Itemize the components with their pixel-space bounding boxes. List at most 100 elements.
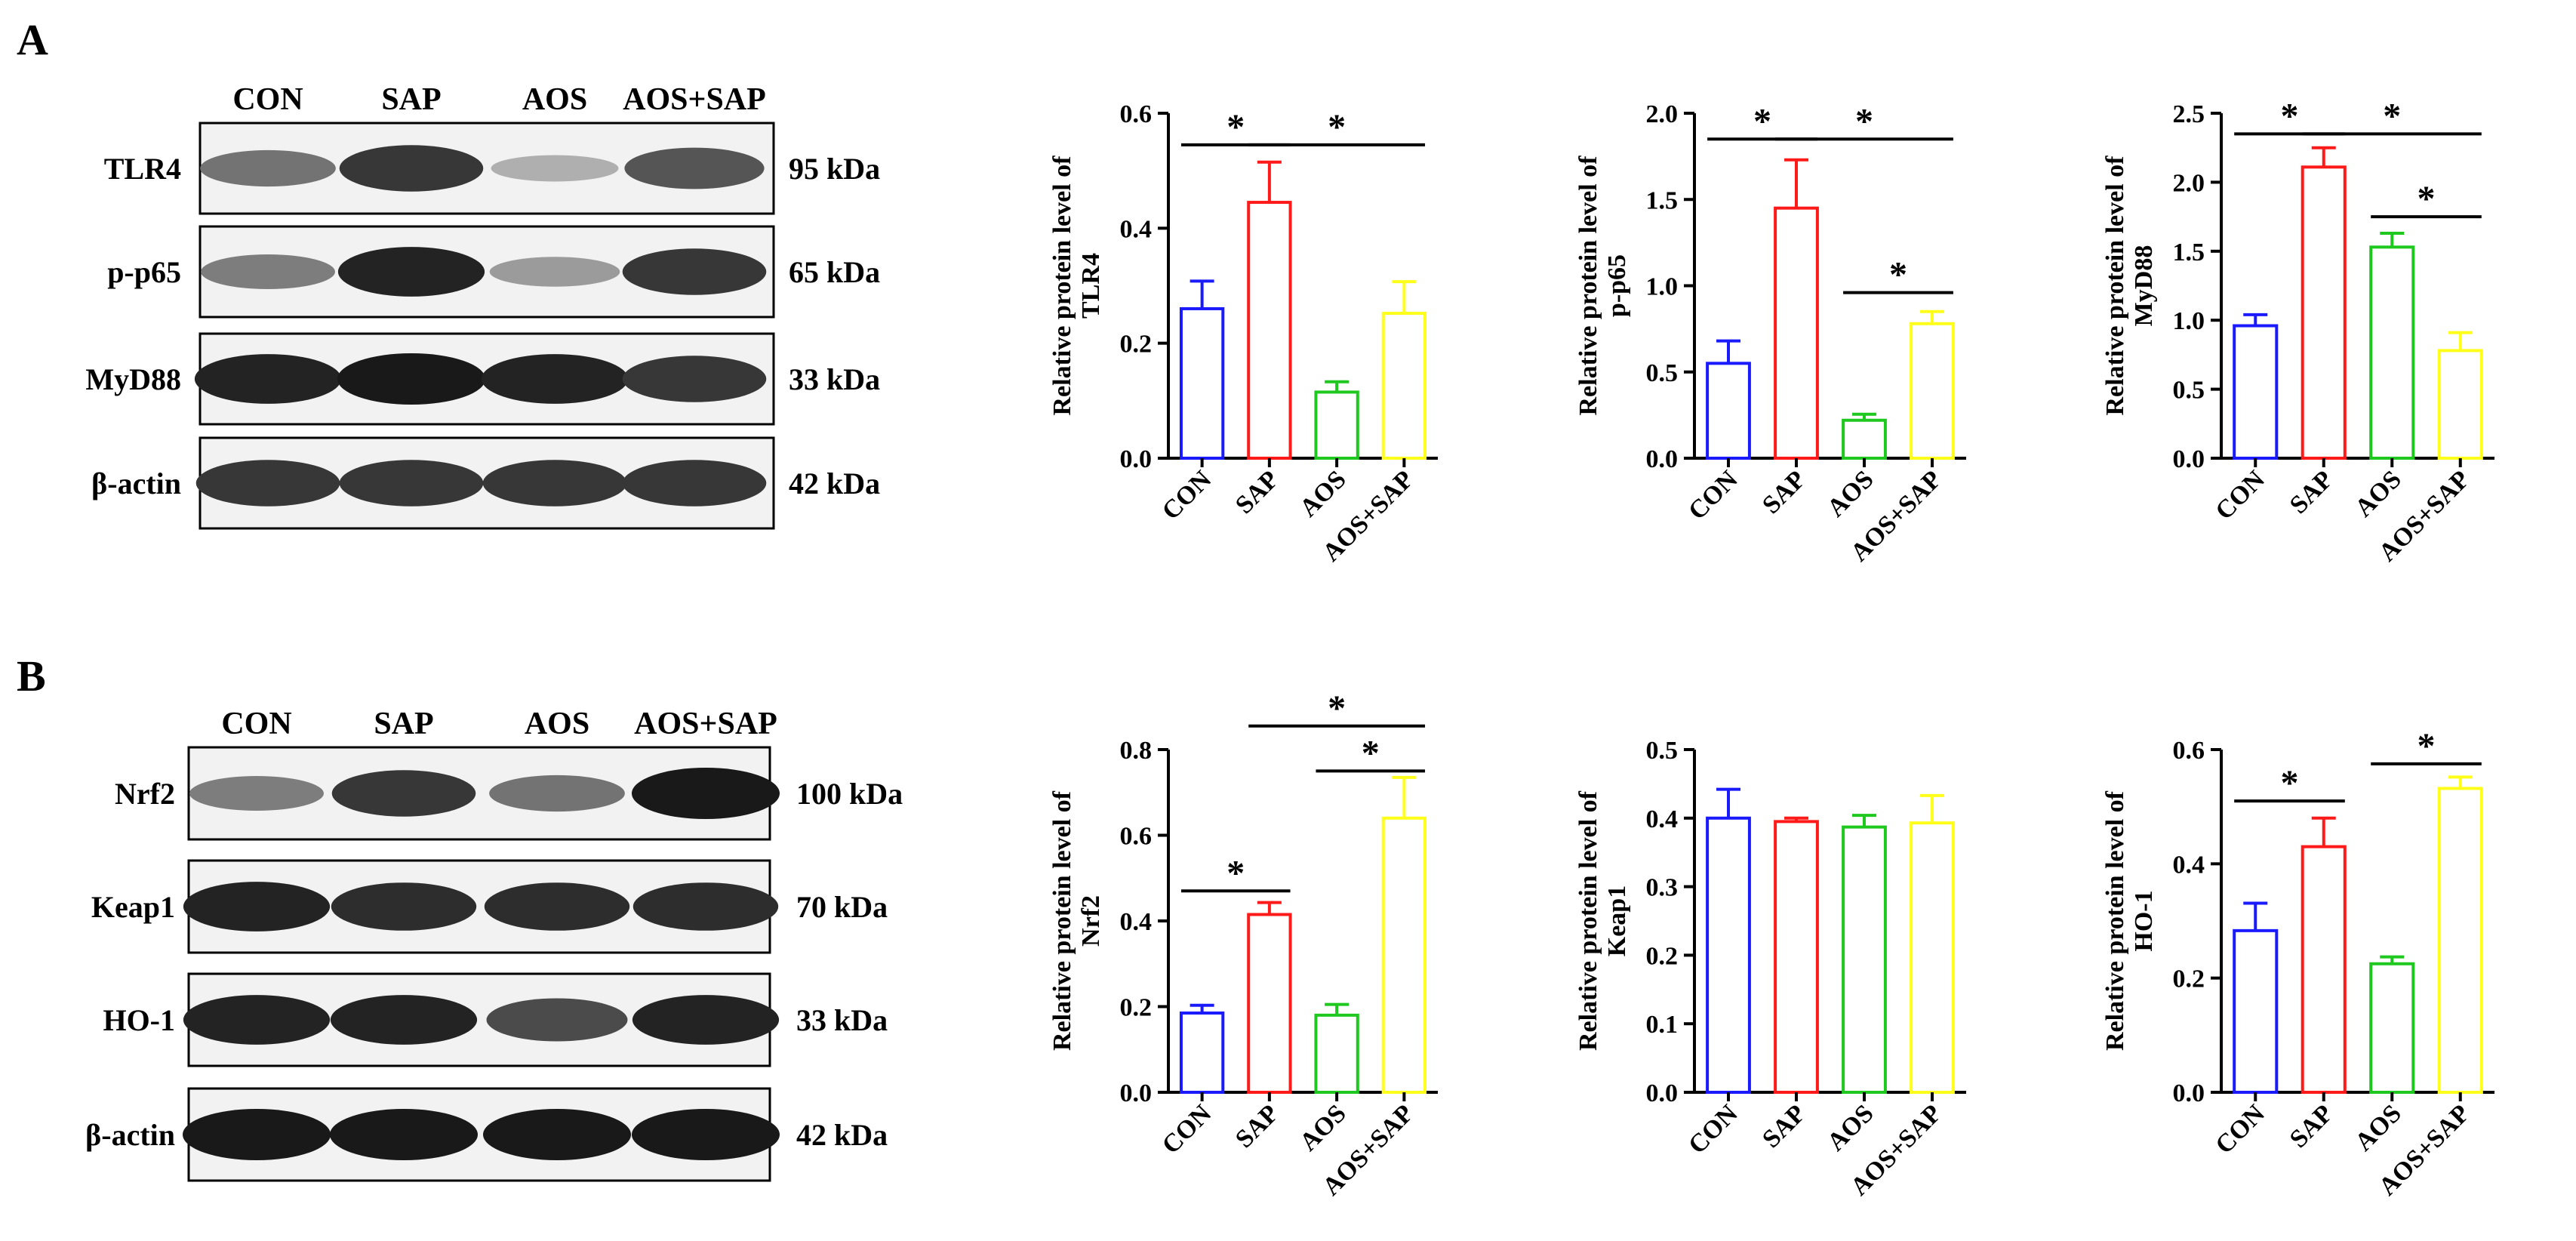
bar [2369,245,2415,460]
lane-label-aos-sap: AOS+SAP [634,707,777,741]
lane-label-aos-sap: AOS+SAP [623,82,766,117]
significance-star: * [2418,726,2436,766]
lane-label-sap: SAP [374,707,433,741]
blot-row: p-p65 65 kDa [107,225,880,319]
blot-band [183,995,331,1045]
y-axis-label: HO-1 [2130,890,2158,951]
y-axis-label: Relative protein level of [2101,156,2129,416]
significance-star: * [1226,853,1245,893]
y-axis-label: Relative protein level of [1574,156,1602,416]
y-tick-label: 0.6 [1120,100,1153,128]
blot-band [484,882,630,931]
x-tick-label: AOS [1294,465,1352,522]
y-tick-label: 0.4 [1646,805,1679,833]
protein-label: Keap1 [91,890,175,924]
x-tick-label: SAP [1757,465,1811,519]
panel-letter-a: A [17,15,48,64]
blot-band [331,882,477,931]
y-axis-label: TLR4 [1077,253,1105,319]
panel-letter-b: B [17,651,46,701]
y-tick-label: 1.0 [2173,307,2205,335]
x-tick-label: AOS [2350,1099,2407,1156]
blot-band [486,998,628,1042]
y-tick-label: 0.6 [2173,737,2205,765]
y-tick-label: 1.5 [2173,239,2205,266]
y-tick-label: 0.4 [2173,851,2205,879]
blot-band [481,354,629,404]
significance-star: * [1855,101,1873,141]
blot-band [624,147,765,189]
significance-star: * [2281,96,2299,136]
blot-band [195,460,340,507]
blot-row: Nrf2 100 kDa [115,746,903,841]
blot-row: HO-1 33 kDa [103,972,888,1067]
blot-row: β-actin 42 kDa [85,1087,888,1182]
blot-band [491,155,619,182]
molecular-weight-label: 33 kDa [789,362,880,396]
blot-band [339,460,484,507]
blot-band [331,770,476,817]
significance-star: * [1889,255,1907,295]
significance-star: * [2418,179,2436,219]
y-tick-label: 2.0 [2173,169,2205,197]
y-tick-label: 0.1 [1646,1011,1679,1039]
y-tick-label: 0.2 [1120,994,1153,1022]
blot-band [337,353,485,405]
blot-band [483,1109,631,1160]
molecular-weight-label: 42 kDa [789,467,880,500]
y-tick-label: 0.5 [2173,377,2205,405]
significance-star: * [2281,763,2299,803]
molecular-weight-label: 33 kDa [796,1003,888,1037]
blot-band [622,248,767,295]
molecular-weight-label: 70 kDa [796,890,888,924]
significance-star: * [1362,733,1380,773]
y-tick-label: 0.4 [1120,215,1153,243]
bar-chart: 0.0 0.2 0.4 0.6 Relative protein level of HO-… [2101,726,2494,1201]
significance-star: * [2383,96,2401,136]
blot-band [632,995,780,1045]
blot-row: MyD88 33 kDa [85,332,880,426]
y-axis-label: Relative protein level of [1048,790,1076,1051]
lane-label-con: CON [221,707,291,741]
x-tick-label: AOS [1822,465,1879,522]
protein-label: TLR4 [104,152,181,186]
significance-star: * [1753,101,1771,141]
bar [1381,312,1427,460]
molecular-weight-label: 95 kDa [789,152,880,186]
y-tick-label: 0.2 [1120,331,1153,359]
bar [1910,821,1955,1094]
protein-label: HO-1 [103,1003,175,1037]
x-tick-label: SAP [1757,1099,1811,1153]
y-axis-label: Relative protein level of [1574,790,1602,1051]
x-tick-label: SAP [2285,465,2339,519]
blot-band [201,254,335,289]
y-tick-label: 0.8 [1120,737,1153,765]
significance-star: * [1328,107,1346,147]
bar [2437,349,2483,460]
y-axis-label: Relative protein level of [1048,156,1076,416]
bar [1179,1012,1225,1094]
bar [1774,820,1819,1094]
molecular-weight-label: 100 kDa [796,777,903,811]
blot-band [183,882,331,932]
bar [1381,816,1427,1095]
blot-band [339,145,484,192]
bar [1910,322,1955,460]
x-tick-label: AOS [2350,465,2407,522]
y-tick-label: 0.2 [1646,942,1679,970]
bar [1842,825,1887,1094]
significance-star: * [1328,688,1346,728]
blot-band [632,1109,780,1160]
protein-label: β-actin [85,1118,175,1152]
blot-band [194,354,342,404]
bar [2233,928,2279,1094]
y-tick-label: 0.6 [1120,823,1153,851]
blot-band [489,774,625,812]
bar [2301,165,2347,460]
x-tick-label: CON [1157,465,1217,525]
bar [1314,1013,1359,1094]
y-axis-label: Nrf2 [1077,895,1105,947]
bar [2233,324,2279,460]
y-tick-label: 1.0 [1646,273,1679,301]
